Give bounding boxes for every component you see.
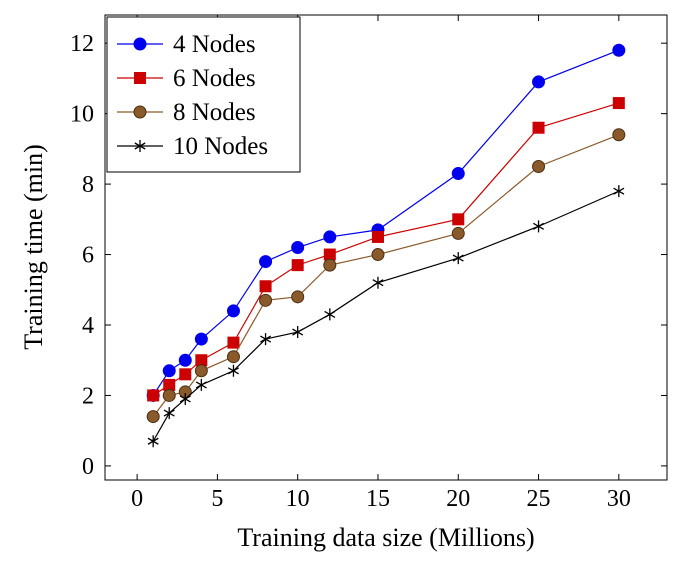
data-point: [371, 248, 385, 262]
y-tick-label: 4: [82, 313, 94, 339]
axis-ticks: 0 5 10 15 20 25 30 0 2 4 6 8 10 12: [70, 15, 667, 512]
x-tick-label: 5: [211, 486, 223, 512]
data-point: [451, 167, 465, 181]
legend-entry: 8 Nodes: [117, 99, 256, 126]
data-point: [533, 220, 545, 233]
y-tick-label: 12: [70, 31, 94, 57]
data-point: [178, 353, 192, 367]
series-line: [152, 134, 620, 417]
data-point: [532, 121, 545, 134]
data-point: [194, 364, 208, 378]
y-tick-label: 6: [82, 243, 94, 269]
data-point: [179, 368, 192, 381]
legend-marker: [133, 105, 147, 119]
y-axis-label: Training time (min): [19, 144, 48, 350]
data-point: [226, 350, 240, 364]
data-point: [291, 259, 304, 272]
data-point: [323, 230, 337, 244]
data-point: [227, 336, 240, 349]
data-point: [194, 332, 208, 346]
data-point: [147, 435, 159, 448]
data-point: [612, 43, 626, 57]
x-axis-label: Training data size (Millions): [237, 523, 534, 552]
legend-label: 10 Nodes: [173, 133, 268, 160]
data-point: [179, 392, 191, 405]
data-point: [532, 75, 546, 89]
data-point: [162, 388, 176, 402]
data-point: [612, 97, 625, 110]
legend-marker: [133, 37, 147, 51]
data-point: [292, 326, 304, 339]
legend-marker: [134, 72, 146, 84]
data-point: [452, 252, 464, 265]
data-point: [146, 410, 160, 424]
series-line: [152, 190, 620, 442]
y-tick-label: 8: [82, 172, 94, 198]
x-tick-label: 30: [607, 486, 631, 512]
data-point: [227, 364, 239, 377]
data-point: [613, 185, 625, 198]
data-point: [323, 248, 336, 261]
data-point: [291, 290, 305, 304]
data-point: [259, 293, 273, 307]
x-tick-label: 15: [366, 486, 390, 512]
series-2: [147, 97, 625, 402]
y-tick-label: 0: [82, 454, 94, 480]
legend-entry: 10 Nodes: [117, 133, 268, 160]
legend: 4 Nodes 6 Nodes 8 Nodes 10 Nodes: [106, 16, 301, 173]
x-tick-label: 0: [131, 486, 143, 512]
data-point: [163, 378, 176, 391]
legend-entry: 4 Nodes: [117, 31, 256, 58]
series-4: [147, 185, 625, 448]
y-tick-label: 10: [70, 102, 94, 128]
series-layer: [146, 43, 626, 448]
data-point: [612, 128, 626, 142]
data-point: [371, 230, 384, 243]
data-point: [163, 407, 175, 420]
legend-entry: 6 Nodes: [117, 65, 256, 92]
data-point: [291, 241, 305, 254]
data-point: [195, 354, 208, 367]
data-point: [259, 280, 272, 293]
plot-frame: [104, 14, 668, 481]
x-tick-label: 10: [286, 486, 310, 512]
data-point: [226, 304, 240, 318]
data-point: [532, 159, 546, 173]
data-point: [259, 255, 273, 269]
data-point: [260, 333, 272, 346]
legend-marker: [134, 140, 146, 152]
legend-label: 6 Nodes: [173, 65, 256, 92]
y-tick-label: 2: [82, 383, 94, 409]
data-point: [162, 364, 176, 378]
legend-label: 8 Nodes: [173, 99, 256, 126]
series-3: [146, 128, 626, 424]
x-tick-label: 20: [446, 486, 470, 512]
legend-label: 4 Nodes: [173, 31, 256, 58]
data-point: [324, 308, 336, 321]
data-point: [372, 276, 384, 289]
data-point: [195, 378, 207, 391]
series-1: [146, 43, 626, 402]
data-point: [452, 213, 465, 226]
x-tick-label: 25: [527, 486, 551, 512]
data-point: [147, 389, 160, 402]
data-point: [451, 226, 465, 240]
data-point: [323, 258, 337, 272]
